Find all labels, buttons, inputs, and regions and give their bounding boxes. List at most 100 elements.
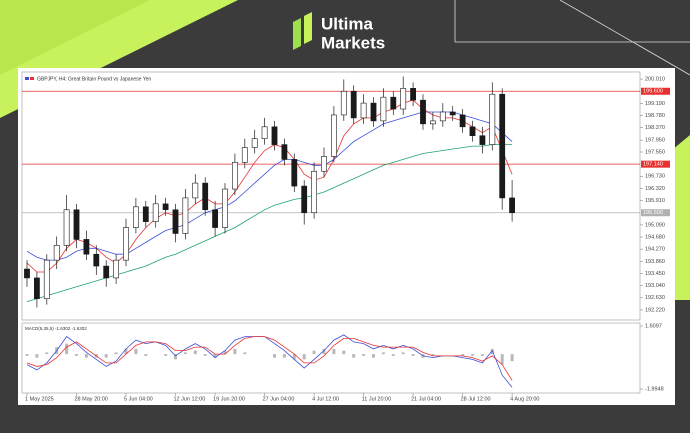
- candle-body: [330, 114, 337, 157]
- candle-body: [429, 120, 436, 125]
- macd-bar: [35, 354, 39, 358]
- macd-bar: [372, 354, 375, 358]
- chart-panel: [18, 68, 675, 405]
- macd-bar: [461, 354, 465, 356]
- macd-bar: [124, 348, 128, 355]
- candle-body: [251, 138, 258, 148]
- macd-bar: [332, 348, 336, 355]
- x-tick-label: 4 Jul 12:00: [312, 396, 339, 402]
- brand-name: Ultima: [321, 14, 374, 33]
- candle-body: [212, 209, 218, 228]
- macd-bar: [342, 350, 346, 355]
- price-plot-frame: [21, 71, 641, 321]
- macd-bar: [352, 354, 356, 358]
- candle-body: [469, 126, 476, 137]
- candle-body: [162, 203, 169, 211]
- candle-body: [420, 99, 426, 125]
- macd-line: [26, 336, 513, 381]
- level-label: 199.600: [643, 89, 663, 95]
- macd-bar: [84, 354, 88, 358]
- candle-body: [93, 253, 100, 267]
- y-tick-label: 194.680: [645, 234, 665, 240]
- candle-body: [103, 265, 110, 279]
- x-tick-label: 5 Jun 04:00: [124, 396, 153, 402]
- x-tick-label: 27 Jun 04:00: [263, 396, 295, 402]
- symbol-icon: [25, 77, 29, 80]
- macd-bar: [282, 354, 286, 358]
- candle-body: [479, 135, 486, 145]
- macd-bar: [322, 348, 326, 355]
- macd-bar: [183, 352, 187, 355]
- y-tick-label: 193.450: [645, 271, 665, 277]
- y-tick-label: 199.190: [645, 101, 665, 107]
- macd-line: [26, 334, 513, 388]
- y-tick-label: 197.950: [645, 138, 665, 144]
- macd-bar: [144, 354, 148, 356]
- y-tick-label: 193.860: [645, 259, 665, 265]
- macd-bar: [203, 354, 207, 356]
- macd-bar: [243, 352, 247, 355]
- candle-body: [459, 114, 466, 128]
- candle-body: [370, 102, 377, 122]
- macd-bar: [45, 352, 49, 355]
- candle-body: [142, 206, 149, 222]
- candle-body: [33, 277, 40, 299]
- macd-bar: [411, 354, 415, 356]
- macd-bar: [233, 348, 237, 355]
- candle-body: [152, 203, 159, 222]
- candle-body: [24, 268, 30, 279]
- candle-body: [489, 93, 496, 145]
- macd-bar: [381, 352, 385, 355]
- candle-body: [241, 147, 248, 163]
- chart-title: GBPJPY, H4: Great Britain Pound vs Japan…: [37, 76, 151, 82]
- candle-body: [232, 162, 238, 190]
- x-tick-label: 1 May 2025: [25, 396, 54, 402]
- macd-bar: [164, 354, 168, 356]
- level-label: 197.140: [643, 162, 663, 168]
- moving-average: [26, 111, 513, 261]
- candle-body: [271, 126, 278, 145]
- macd-bar: [471, 354, 474, 356]
- y-tick-label: 1.6097: [645, 323, 662, 329]
- brand-name: Markets: [321, 33, 385, 52]
- candle-body: [222, 188, 228, 228]
- candle-body: [192, 182, 199, 199]
- x-tick-label: 4 Aug 20:00: [510, 396, 539, 402]
- macd-bar: [223, 350, 227, 355]
- candle-body: [321, 156, 327, 172]
- macd-bar: [193, 350, 197, 355]
- candle-body: [202, 182, 209, 211]
- candle-body: [113, 259, 119, 279]
- macd-plot-frame: [21, 322, 641, 394]
- x-tick-label: 19 Jun 20:00: [213, 396, 245, 402]
- candle-body: [449, 111, 456, 116]
- x-tick-label: 12 Jun 12:00: [174, 396, 206, 402]
- macd-bar: [500, 354, 504, 365]
- candle-body: [439, 111, 446, 122]
- candle-body: [83, 239, 90, 255]
- y-tick-label: 195.090: [645, 222, 665, 228]
- candle-body: [311, 170, 317, 214]
- macd-bar: [292, 354, 296, 360]
- level-box: [641, 160, 670, 168]
- macd-bar: [391, 354, 395, 356]
- candle-body: [499, 93, 506, 199]
- macd-bar: [25, 354, 29, 356]
- macd-bar: [431, 354, 435, 356]
- macd-bar: [213, 354, 217, 358]
- macd-bar: [104, 354, 108, 358]
- y-tick-label: 192.220: [645, 307, 665, 313]
- y-tick-label: 195.910: [645, 198, 665, 204]
- candle-body: [390, 96, 397, 110]
- candle-body: [410, 87, 416, 101]
- y-tick-label: 193.040: [645, 283, 665, 289]
- candle-body: [281, 144, 288, 160]
- x-tick-label: 21 Jul 04:00: [411, 396, 441, 402]
- y-tick-label: 196.320: [645, 186, 665, 192]
- x-tick-label: 28 May 20:00: [75, 396, 108, 402]
- moving-average: [26, 99, 513, 273]
- y-tick-label: 192.630: [645, 295, 665, 301]
- candle-body: [53, 245, 60, 261]
